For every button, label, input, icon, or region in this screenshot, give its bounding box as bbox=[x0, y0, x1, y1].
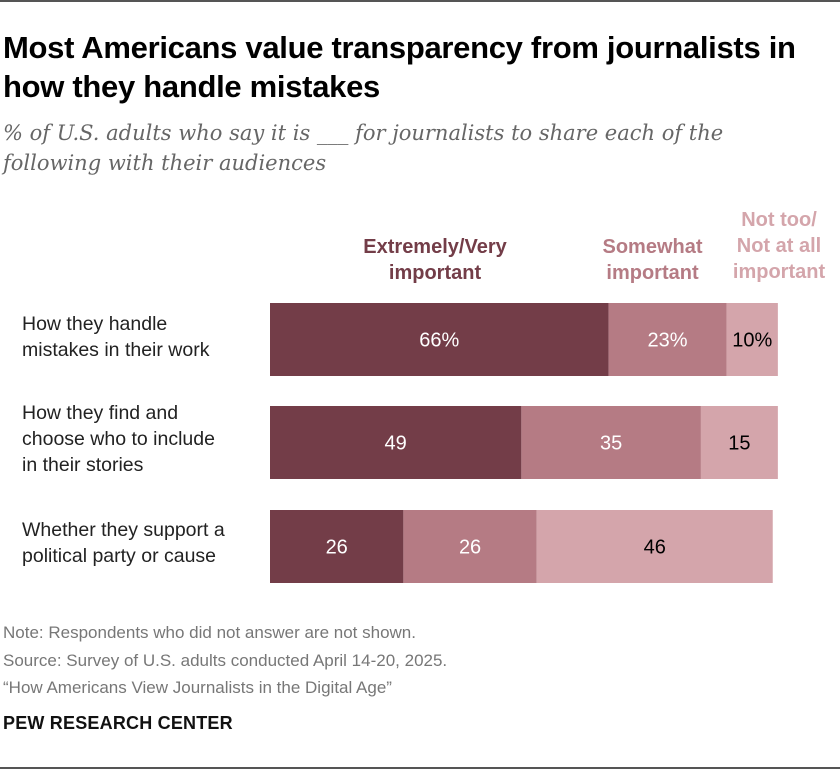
data-label-not-too-not-at-all-row-3: 46 bbox=[644, 537, 666, 559]
legend-s2-line2: important bbox=[606, 262, 699, 284]
data-label-somewhat-row-3: 26 bbox=[459, 537, 481, 559]
row-label-line: in their stories bbox=[22, 454, 144, 476]
bar-segment-not-too-not-at-all-row-1 bbox=[726, 303, 778, 376]
legend-extremely-very-important: Extremely/Very important bbox=[335, 234, 535, 286]
row-label-line: political party or cause bbox=[22, 545, 217, 567]
row-label-line: How they find and bbox=[22, 402, 179, 424]
row-label-line: Whether they support a bbox=[22, 519, 225, 541]
data-label-extremely-very-row-2: 49 bbox=[385, 433, 407, 455]
legend-s2-line1: Somewhat bbox=[602, 236, 703, 258]
data-label-extremely-very-row-1: 66% bbox=[419, 330, 459, 352]
legend-somewhat-important: Somewhat important bbox=[590, 234, 715, 286]
bar-segment-somewhat-row-3 bbox=[403, 510, 537, 583]
row-label-line: How they handle bbox=[22, 313, 168, 335]
bar-segment-somewhat-row-1 bbox=[608, 303, 727, 376]
top-rule bbox=[0, 0, 840, 2]
data-label-somewhat-row-1: 23% bbox=[648, 330, 688, 352]
row-label-line: choose who to include bbox=[22, 428, 215, 450]
data-label-not-too-not-at-all-row-1: 10% bbox=[732, 330, 772, 352]
legend-s3-line2: Not at all bbox=[736, 235, 822, 257]
row-label-political: Whether they support a political party o… bbox=[22, 517, 272, 569]
report-title-text: “How Americans View Journalists in the D… bbox=[3, 678, 392, 697]
source-text: Source: Survey of U.S. adults conducted … bbox=[3, 651, 448, 670]
bar-segment-extremely-very-row-1 bbox=[270, 303, 609, 376]
legend-not-important: Not too/ Not at all important bbox=[720, 207, 838, 285]
note-text: Note: Respondents who did not answer are… bbox=[3, 623, 416, 642]
row-label-line: mistakes in their work bbox=[22, 339, 210, 361]
legend-s3-line1: Not too/ bbox=[741, 209, 817, 231]
bottom-rule bbox=[0, 767, 840, 769]
chart-title: Most Americans value transparency from j… bbox=[3, 30, 796, 104]
legend-s1-line2: important bbox=[388, 262, 482, 284]
bar-segment-extremely-very-row-3 bbox=[270, 510, 404, 583]
row-label-mistakes: How they handle mistakes in their work bbox=[22, 311, 272, 363]
bar-segment-extremely-very-row-2 bbox=[270, 406, 522, 479]
bar-segment-somewhat-row-2 bbox=[521, 406, 701, 479]
row-label-sources: How they find and choose who to include … bbox=[22, 400, 272, 478]
legend-s1-line1: Extremely/Very bbox=[363, 236, 507, 258]
data-label-somewhat-row-2: 35 bbox=[600, 433, 622, 455]
chart-subtitle: % of U.S. adults who say it is ___ for j… bbox=[3, 121, 724, 175]
pew-research-center-logo-text: PEW RESEARCH CENTER bbox=[3, 713, 233, 733]
bar-segment-not-too-not-at-all-row-3 bbox=[536, 510, 773, 583]
data-label-extremely-very-row-3: 26 bbox=[326, 537, 348, 559]
bar-segment-not-too-not-at-all-row-2 bbox=[700, 406, 778, 479]
legend-s3-line3: important bbox=[732, 261, 826, 283]
data-label-not-too-not-at-all-row-2: 15 bbox=[728, 433, 750, 455]
